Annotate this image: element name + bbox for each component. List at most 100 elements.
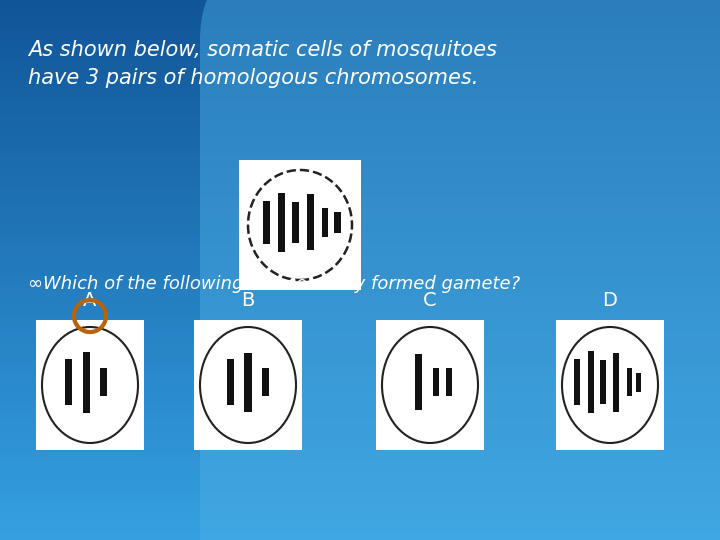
Bar: [0, 350, 720, 357]
Bar: [100, 368, 107, 396]
Bar: [0, 303, 720, 310]
Bar: [0, 465, 720, 472]
Bar: [0, 262, 720, 270]
Bar: [0, 289, 720, 297]
Bar: [0, 134, 720, 141]
Bar: [0, 492, 720, 500]
Bar: [0, 438, 720, 446]
Bar: [0, 53, 720, 60]
Bar: [0, 397, 720, 405]
Text: D: D: [603, 291, 618, 310]
Bar: [0, 377, 720, 384]
Bar: [0, 357, 720, 364]
Bar: [0, 215, 720, 222]
Bar: [0, 73, 720, 81]
Bar: [0, 174, 720, 183]
Bar: [0, 33, 720, 40]
Bar: [0, 39, 720, 47]
Bar: [264, 201, 270, 244]
Bar: [0, 12, 720, 20]
Bar: [0, 390, 720, 399]
Bar: [0, 330, 720, 338]
Bar: [0, 66, 720, 74]
Bar: [626, 368, 631, 396]
Bar: [0, 60, 720, 68]
Bar: [0, 404, 720, 411]
Bar: [0, 309, 720, 317]
Bar: [0, 478, 720, 486]
Bar: [0, 127, 720, 135]
Bar: [0, 336, 720, 345]
Bar: [588, 351, 594, 414]
Bar: [0, 316, 720, 324]
Bar: [0, 19, 720, 27]
Bar: [0, 411, 720, 418]
Bar: [0, 228, 720, 237]
Bar: [0, 100, 720, 108]
Bar: [0, 147, 720, 156]
Text: ∞Which of the following is a correctly formed gamete?: ∞Which of the following is a correctly f…: [28, 275, 520, 293]
Bar: [0, 458, 720, 465]
Bar: [0, 471, 720, 480]
Bar: [322, 208, 328, 237]
Bar: [0, 276, 720, 284]
Bar: [194, 320, 302, 450]
Bar: [334, 212, 341, 233]
Bar: [0, 107, 720, 115]
Bar: [0, 498, 720, 507]
Bar: [0, 141, 720, 148]
Bar: [0, 181, 720, 189]
Text: A: A: [84, 291, 96, 310]
Bar: [0, 525, 720, 534]
Bar: [446, 368, 452, 396]
Bar: [377, 320, 484, 450]
Bar: [0, 87, 720, 94]
Bar: [0, 282, 720, 291]
Text: B: B: [241, 291, 255, 310]
Bar: [0, 80, 720, 87]
Bar: [0, 195, 720, 202]
Bar: [292, 201, 300, 243]
Bar: [0, 255, 720, 263]
Bar: [0, 485, 720, 492]
Bar: [0, 451, 720, 459]
Bar: [66, 360, 73, 404]
Bar: [0, 188, 720, 195]
Bar: [83, 352, 90, 413]
Bar: [0, 370, 720, 378]
Bar: [278, 193, 285, 252]
Bar: [227, 360, 234, 404]
Bar: [307, 194, 314, 251]
Bar: [0, 120, 720, 128]
Bar: [613, 353, 618, 411]
Bar: [0, 6, 720, 14]
Bar: [0, 505, 720, 513]
FancyBboxPatch shape: [200, 0, 720, 540]
Bar: [0, 26, 720, 33]
Bar: [0, 444, 720, 453]
Bar: [0, 431, 720, 438]
Bar: [0, 323, 720, 330]
Bar: [557, 320, 664, 450]
Bar: [262, 368, 269, 396]
Bar: [244, 353, 251, 411]
Bar: [0, 269, 720, 276]
Bar: [0, 519, 720, 526]
Bar: [0, 424, 720, 432]
Bar: [636, 373, 642, 392]
Bar: [0, 417, 720, 426]
Bar: [0, 235, 720, 243]
Bar: [600, 360, 606, 404]
Text: As shown below, somatic cells of mosquitoes: As shown below, somatic cells of mosquit…: [28, 40, 497, 60]
Bar: [575, 360, 580, 404]
Bar: [0, 46, 720, 54]
Text: C: C: [423, 291, 437, 310]
Bar: [0, 363, 720, 372]
Bar: [0, 512, 720, 519]
Bar: [36, 320, 144, 450]
Bar: [0, 201, 720, 209]
Bar: [0, 296, 720, 303]
Bar: [415, 354, 422, 410]
Bar: [0, 384, 720, 392]
Bar: [0, 532, 720, 540]
